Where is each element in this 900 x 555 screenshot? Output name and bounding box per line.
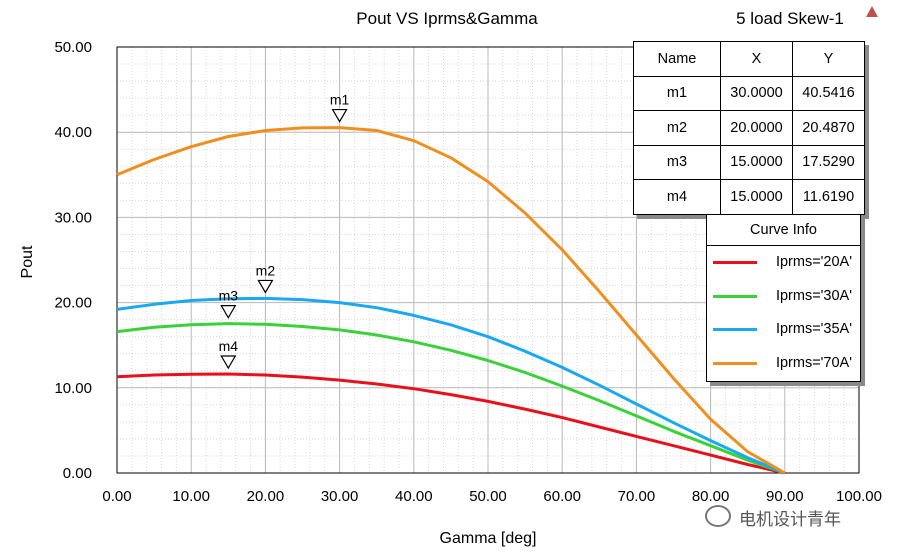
y-tick-label: 20.00 [54,295,92,312]
legend-item: Iprms='20A' [707,246,860,280]
x-tick-label: 70.00 [618,488,656,505]
x-tick-label: 20.00 [247,488,285,505]
x-tick-label: 0.00 [102,488,131,505]
ansys-logo-icon [866,6,878,17]
y-tick-label: 0.00 [63,465,92,482]
marker-table-cell: 40.5416 [792,75,865,111]
marker-table-header-name: Name [633,41,721,77]
x-tick-label: 80.00 [692,488,730,505]
y-tick-label: 50.00 [54,39,92,56]
marker-table-cell: 30.0000 [720,75,793,111]
y-axis-label: Pout [19,245,36,278]
legend-swatch [713,328,757,331]
legend-label: Iprms='20A' [775,254,852,270]
legend-item: Iprms='70A' [707,347,860,381]
marker-table-cell: 20.0000 [720,110,793,146]
legend-label: Iprms='30A' [775,287,852,304]
legend-swatch [713,294,757,298]
marker-table-row: m1 30.0000 40.5416 [633,75,865,111]
marker-table-cell: m3 [633,144,721,180]
marker-table-row: m4 15.0000 11.6190 [633,179,865,215]
marker-m2-glyph [257,279,274,294]
legend-label: Iprms='35A' [775,321,852,337]
axis-ticks: 0.00 10.00 20.00 30.00 40.00 50.00 60.00 70.00 8… [54,39,881,505]
marker-table-row: m2 20.0000 20.4870 [633,110,865,146]
marker-table-cell: m2 [633,110,721,146]
watermark: 电机设计青年 [705,503,895,531]
marker-m3-label: m3 [219,288,239,304]
series-line-2 [116,296,786,475]
marker-m4-glyph [220,355,237,370]
chart-title: Pout VS Iprms&Gamma [356,9,538,28]
series-line-0 [116,372,786,475]
marker-table-header: Name X Y [633,41,865,77]
marker-table-cell: 15.0000 [720,179,793,215]
marker-glyphs: m1 m2 m3 m4 [219,92,350,370]
legend-label: Iprms='70A' [775,354,852,371]
series-line-1 [116,322,786,475]
wechat-icon [705,505,731,527]
x-tick-label: 90.00 [766,488,804,505]
chart-subtitle: 5 load Skew-1 [736,9,844,28]
x-tick-label: 30.00 [321,488,359,505]
legend-swatch [713,261,757,264]
y-tick-label: 30.00 [54,209,92,226]
marker-m1-glyph [331,108,348,123]
marker-m1-label: m1 [330,92,350,108]
x-tick-label: 100.00 [836,488,882,505]
marker-table-cell: 17.5290 [792,144,865,180]
marker-table-cell: 11.6190 [792,179,865,215]
series-lines [116,126,786,475]
series-line-3 [116,126,786,475]
y-tick-label: 10.00 [54,380,92,397]
legend: Curve Info Iprms='20A' Iprms='30A' Iprms… [706,214,861,382]
marker-table-header-x: X [720,41,793,77]
marker-m3-glyph [220,305,237,319]
legend-title: Curve Info [707,215,860,246]
legend-swatch [713,361,757,365]
x-axis-label: Gamma [deg] [440,530,537,547]
x-tick-label: 40.00 [395,488,433,505]
marker-m4-label: m4 [219,338,239,354]
marker-table: Name X Y m1 30.0000 40.5416 m2 20.0000 2… [633,41,865,215]
marker-table-header-y: Y [792,41,865,77]
x-tick-label: 50.00 [469,488,507,505]
marker-table-cell: 15.0000 [720,144,793,180]
y-tick-label: 40.00 [54,124,92,141]
marker-table-cell: m1 [633,75,721,111]
x-tick-label: 10.00 [172,488,210,505]
marker-table-row: m3 15.0000 17.5290 [633,144,865,180]
watermark-text: 电机设计青年 [739,510,841,529]
marker-table-cell: 20.4870 [792,110,865,146]
x-tick-label: 60.00 [543,488,581,505]
legend-item: Iprms='35A' [707,313,860,347]
marker-m2-label: m2 [256,262,276,278]
marker-table-cell: m4 [633,179,721,215]
legend-item: Iprms='30A' [707,280,860,314]
